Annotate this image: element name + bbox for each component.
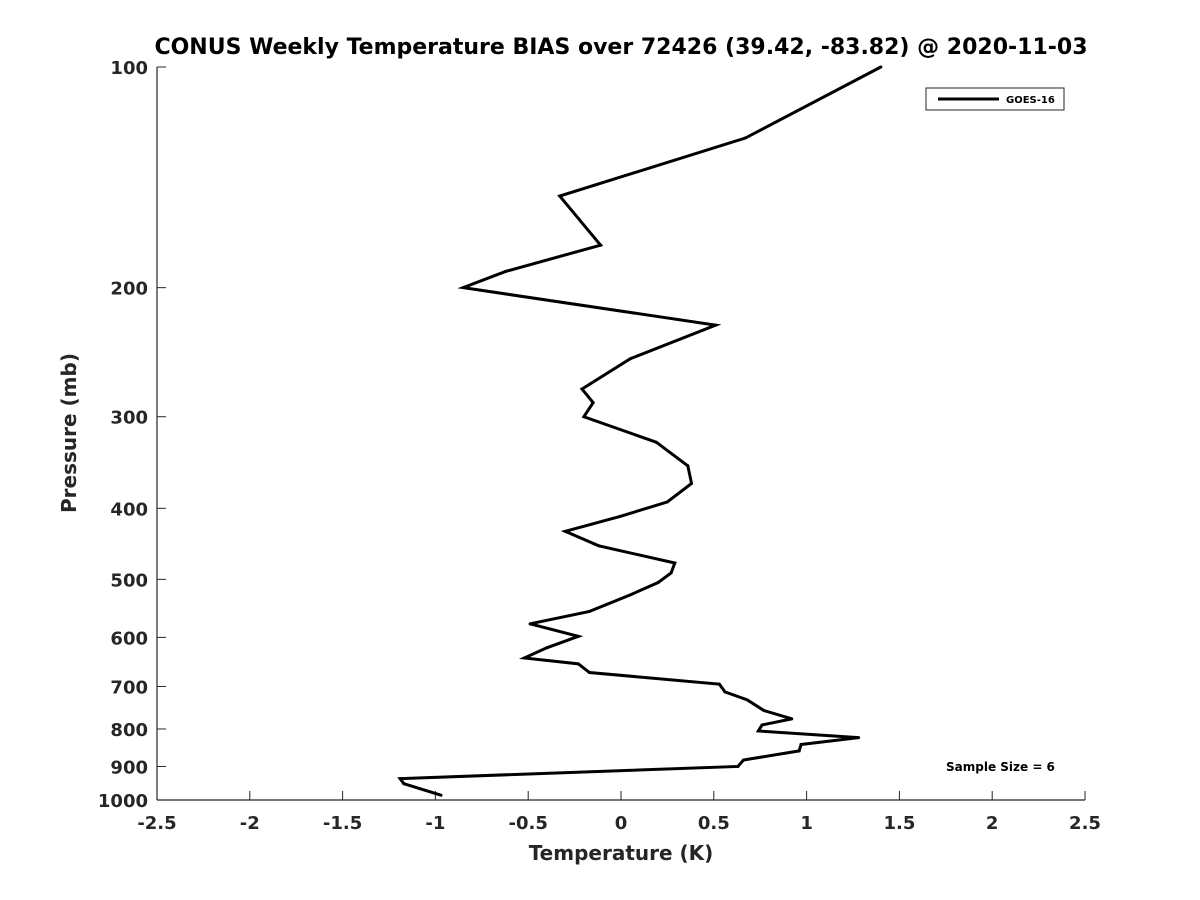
data-point: [762, 709, 766, 713]
data-point: [745, 698, 749, 702]
x-tick-label: -2.5: [137, 813, 176, 834]
data-point: [723, 690, 727, 694]
data-point: [654, 440, 658, 444]
data-point: [857, 736, 861, 740]
x-tick-label: 0: [615, 813, 628, 834]
y-tick-label: 700: [110, 677, 148, 698]
x-tick-label: -1.5: [323, 813, 362, 834]
data-point: [504, 269, 508, 273]
y-tick-label: 800: [110, 720, 148, 741]
x-tick-label: 2: [986, 813, 999, 834]
plot-frame: [157, 67, 1085, 800]
y-tick-label: 900: [110, 757, 148, 778]
data-point: [398, 777, 402, 781]
data-point: [714, 323, 718, 327]
plot-area: [156, 67, 1085, 801]
x-tick-label: 2.5: [1069, 813, 1101, 834]
legend-label-goes-16: GOES-16: [1006, 95, 1055, 106]
data-point: [576, 634, 580, 638]
y-tick-label: 300: [110, 408, 148, 429]
data-point: [799, 743, 803, 746]
series-layer: [397, 65, 883, 797]
x-tick-label: 1: [800, 813, 813, 834]
x-axis-label: Temperature (K): [529, 841, 714, 865]
data-point: [580, 387, 584, 391]
data-point: [760, 723, 764, 727]
data-point: [736, 764, 740, 768]
data-point: [717, 682, 721, 686]
x-tick-label: 1.5: [883, 813, 915, 834]
x-tick-label: -0.5: [509, 813, 548, 834]
y-ticks: 100 200 300 400 500 600 700 800 900 1000: [98, 58, 166, 812]
data-point: [742, 758, 745, 762]
data-point: [790, 717, 794, 721]
x-ticks: -2.5 -2 -1.5 -1 -0.5 0 0.5 1 1.5 2 2.5: [137, 791, 1101, 834]
data-point: [686, 464, 690, 468]
y-tick-label: 400: [110, 499, 148, 520]
data-point: [669, 571, 673, 575]
data-point: [690, 481, 694, 485]
x-tick-label: -1: [425, 813, 445, 834]
chart-title: CONUS Weekly Temperature BIAS over 72426…: [154, 35, 1087, 60]
data-point: [656, 581, 660, 585]
data-point: [743, 136, 747, 140]
data-point: [576, 662, 580, 666]
data-point: [597, 544, 601, 548]
data-point: [582, 415, 586, 419]
data-point: [545, 646, 549, 650]
y-axis-label: Pressure (mb): [57, 353, 81, 513]
y-tick-label: 100: [110, 58, 148, 79]
data-point: [563, 529, 567, 533]
data-point: [439, 793, 443, 797]
y-tick-label: 500: [110, 570, 148, 591]
y-tick-label: 600: [110, 628, 148, 649]
data-point: [587, 609, 591, 613]
y-tick-label: 200: [110, 279, 148, 300]
data-point: [587, 671, 591, 675]
data-point: [628, 357, 632, 361]
data-point: [665, 500, 669, 504]
data-point: [558, 194, 562, 198]
x-tick-label: 0.5: [698, 813, 730, 834]
data-point: [599, 243, 603, 247]
x-tick-label: -2: [240, 813, 260, 834]
data-point: [402, 782, 406, 786]
data-point: [528, 622, 532, 626]
data-point: [591, 401, 595, 405]
data-point: [461, 286, 465, 290]
data-point: [628, 593, 632, 597]
series-line-goes-16: [397, 65, 882, 797]
data-point: [619, 514, 623, 518]
y-tick-label: 1000: [98, 791, 148, 812]
sample-size-annotation: Sample Size = 6: [946, 760, 1055, 774]
data-point: [879, 65, 883, 69]
legend: GOES-16: [925, 87, 1065, 111]
data-point: [756, 729, 760, 733]
data-point: [797, 749, 801, 753]
data-point: [673, 561, 677, 565]
data-point: [522, 656, 526, 660]
